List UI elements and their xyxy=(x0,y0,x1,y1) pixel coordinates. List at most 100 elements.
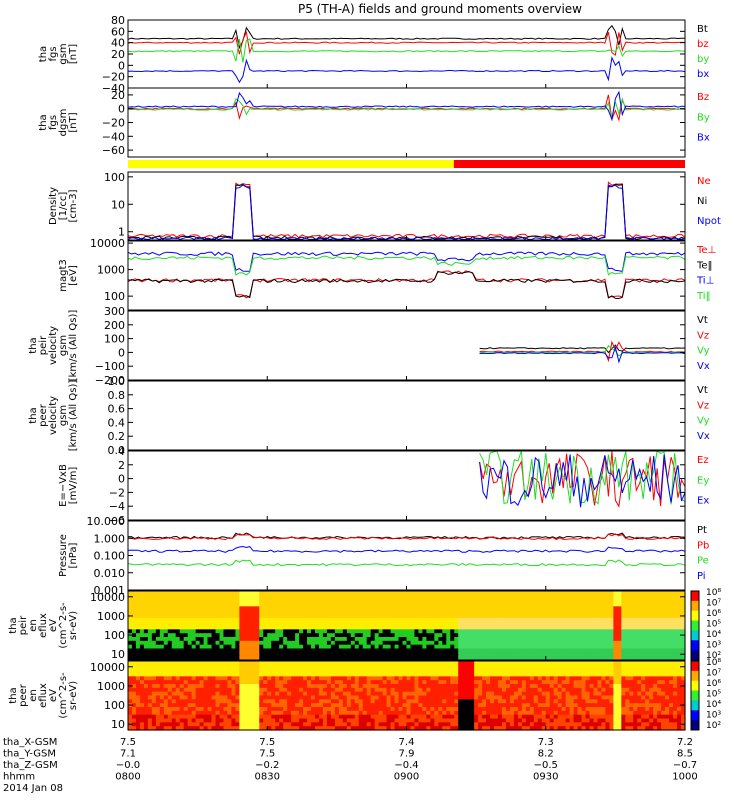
ytick-label: 10000 xyxy=(90,661,125,674)
ylabel-line: gsm xyxy=(58,405,69,426)
ytick-label: 0 xyxy=(118,473,125,486)
series-Te‖ xyxy=(127,271,686,300)
panel-frame xyxy=(127,450,686,521)
xrow-value: 7.9 xyxy=(399,749,415,760)
xrow-value: −0.7 xyxy=(673,760,697,771)
xrow-value: 0830 xyxy=(255,772,280,783)
series-Ez xyxy=(479,450,686,508)
legend-Vy: Vy xyxy=(697,346,710,357)
ytick-label: 1 xyxy=(118,226,125,239)
colorbar-tick-label: 10³ xyxy=(706,641,721,651)
colorbar-frame xyxy=(690,590,700,661)
ylabel-line: peer xyxy=(18,683,29,707)
series-Ex xyxy=(479,454,686,508)
ylabel-line: Density xyxy=(48,187,59,225)
xrow-value: −0.0 xyxy=(116,760,140,771)
legend-bz: bz xyxy=(697,39,709,50)
ylabel-line: [km/s (All Qs)] xyxy=(68,310,79,382)
xrow-value: 7.5 xyxy=(120,737,136,748)
xrow-value: 7.4 xyxy=(399,737,415,748)
colorbar-band xyxy=(691,670,699,682)
ylabel-line: [eV] xyxy=(68,265,79,286)
legend-Ti⊥: Ti⊥ xyxy=(696,276,714,287)
legend-Vz: Vz xyxy=(697,400,709,411)
ylabel-line: [nT] xyxy=(68,112,79,132)
colorbar-band xyxy=(691,700,699,711)
legend-Npot: Npot xyxy=(697,216,721,227)
series-Pi xyxy=(127,545,686,553)
series-Npot xyxy=(127,184,686,240)
series-by xyxy=(127,38,686,63)
ytick-label: 0.6 xyxy=(108,403,126,416)
ytick-label: −2 xyxy=(109,486,125,499)
ytick-label: −200 xyxy=(95,374,125,387)
panel-e_field: E=−VxB [mV/m] Ez Ey Ex 420−2−4−6 xyxy=(58,445,709,527)
colorbar-band xyxy=(691,610,699,622)
ytick-label: 10 xyxy=(111,648,125,661)
legend-Vy: Vy xyxy=(697,416,710,427)
mode-segment-1 xyxy=(128,160,454,168)
ytick-label: −4 xyxy=(109,500,125,513)
panel-frame xyxy=(127,310,686,381)
ylabel-line: tha xyxy=(28,407,39,423)
xrow-label: tha_X-GSM xyxy=(3,737,57,748)
ytick-label: 100 xyxy=(104,290,125,303)
colorbar-tick-label: 10³ xyxy=(706,711,721,721)
ylabel-line: [nPa] xyxy=(68,542,79,568)
ylabel-line: sr-eV) xyxy=(68,681,79,710)
ytick-label: −20 xyxy=(102,117,125,130)
colorbar-tick-label: 10⁶ xyxy=(706,679,721,689)
series-Vx xyxy=(479,345,686,364)
xrow-label: tha_Y-GSM xyxy=(3,749,56,760)
ylabel-line: en xyxy=(28,689,39,702)
ytick-label: 0.4 xyxy=(108,416,126,429)
xrow-value: −0.4 xyxy=(394,760,418,771)
series-bx xyxy=(127,56,686,84)
ytick-label: 100 xyxy=(104,699,125,712)
colorbar-frame xyxy=(690,660,700,731)
ylabel-line: dgsm xyxy=(58,109,69,137)
series-Te⊥ xyxy=(127,270,686,299)
colorbar-tick-label: 10⁵ xyxy=(706,690,721,700)
legend-Ne: Ne xyxy=(697,176,711,187)
panel-frame xyxy=(127,87,686,158)
panel-mode_bar xyxy=(128,160,685,168)
colorbar-band xyxy=(691,591,699,602)
series-Vt xyxy=(479,344,686,354)
ytick-label: 10000 xyxy=(90,237,125,250)
ylabel-line: eflux xyxy=(38,683,49,708)
mode-segment-2 xyxy=(453,160,685,168)
ytick-label: 100 xyxy=(104,333,125,346)
xrow-value: 7.5 xyxy=(259,749,275,760)
colorbar-tick-label: 10⁴ xyxy=(706,630,721,640)
xrow-label: hhmm xyxy=(3,772,35,783)
ytick-label: 0.010 xyxy=(94,567,126,580)
ylabel-line: fgs xyxy=(48,46,59,61)
colorbar-tick-label: 10² xyxy=(706,651,721,661)
ylabel-line: velocity xyxy=(48,396,59,435)
series-Ti⊥ xyxy=(127,251,686,272)
xrow-value: 7.1 xyxy=(120,749,136,760)
ytick-label: 10 xyxy=(111,198,125,211)
legend-Te‖: Te‖ xyxy=(696,260,713,271)
panel-peir_en_eflux: tha peir en eflux eV (cm^2-s-sr-eV)10⁸10⁷10⁶1… xyxy=(8,588,721,661)
legend-Ni: Ni xyxy=(697,196,707,207)
heatmap-peer_en_eflux xyxy=(128,661,686,731)
series-Bt xyxy=(127,24,686,50)
legend-Vz: Vz xyxy=(697,330,709,341)
ytick-label: 100 xyxy=(104,629,125,642)
xrow-value: 0800 xyxy=(115,772,140,783)
ylabel-line: tha xyxy=(38,46,49,62)
colorbar-tick-label: 10⁶ xyxy=(706,609,721,619)
colorbar-band xyxy=(691,690,699,701)
series-Bx xyxy=(127,90,686,122)
series-bz xyxy=(127,30,685,56)
ytick-label: 2 xyxy=(118,459,125,472)
ylabel-line: tha xyxy=(8,617,19,633)
panel-fgs_dgsm: tha fgs dgsm [nT] Bz By Bx 200−20−40−60 xyxy=(38,87,710,158)
colorbar-tick-label: 10⁷ xyxy=(706,669,721,679)
legend-Ex: Ex xyxy=(697,496,709,507)
